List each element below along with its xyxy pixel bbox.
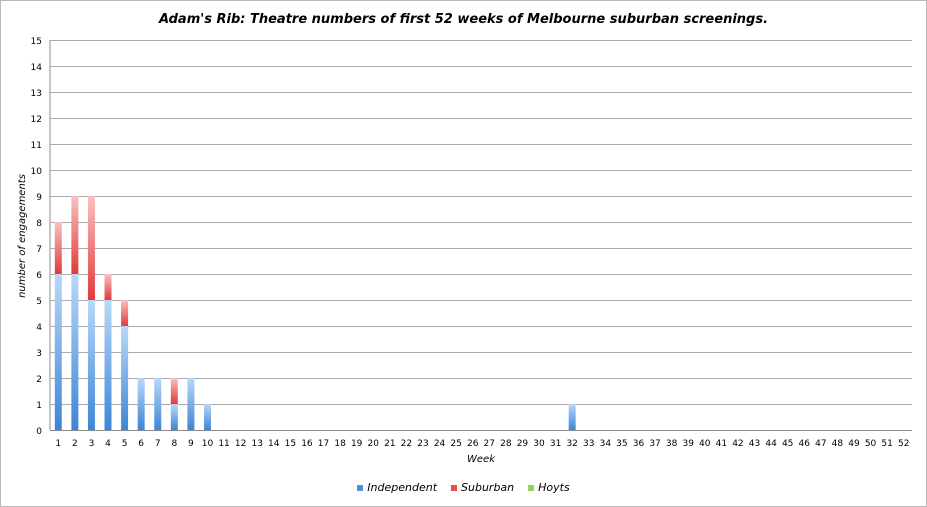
x-tick-label: 16 [301,439,313,449]
x-tick-label: 6 [138,439,144,449]
legend-item-suburban: Suburban [451,481,514,494]
x-tick-label: 21 [384,439,395,449]
bar-independent-week-6 [137,378,145,430]
x-tick-label: 50 [865,439,877,449]
legend-swatch [528,484,535,491]
x-tick-label: 30 [533,439,545,449]
y-tick-label: 9 [36,193,42,203]
x-tick-label: 4 [105,439,111,449]
bar-independent-week-7 [154,378,162,430]
legend-label: Hoyts [538,481,570,494]
bar-independent-week-2 [71,274,79,430]
bar-suburban-week-1 [54,222,62,274]
x-tick-label: 12 [235,439,246,449]
x-tick-label: 25 [450,439,461,449]
x-tick-label: 51 [881,439,892,449]
bar-independent-week-5 [121,326,129,430]
y-tick-label: 14 [31,63,43,73]
legend-swatch [451,484,458,491]
bar-suburban-week-5 [121,300,129,326]
legend-item-independent: Independent [357,481,437,494]
x-tick-label: 40 [699,439,711,449]
x-tick-label: 3 [89,439,95,449]
bar-independent-week-4 [104,300,112,430]
y-tick-label: 13 [31,89,42,99]
x-tick-label: 29 [517,439,529,449]
legend-label: Suburban [461,481,515,494]
y-tick-label: 5 [36,297,42,307]
x-tick-label: 15 [285,439,296,449]
bar-independent-week-32 [568,404,576,430]
x-tick-label: 32 [566,439,577,449]
x-tick-label: 34 [600,439,612,449]
x-tick-label: 47 [815,439,826,449]
x-tick-label: 48 [832,439,844,449]
bar-suburban-week-4 [104,274,112,300]
x-tick-label: 28 [500,439,512,449]
bar-independent-week-9 [187,378,195,430]
y-tick-label: 15 [31,37,42,47]
x-tick-label: 23 [417,439,428,449]
x-tick-label: 24 [434,439,446,449]
y-tick-label: 7 [36,245,42,255]
bar-independent-week-10 [203,404,211,430]
x-tick-label: 27 [484,439,495,449]
y-tick-label: 12 [31,115,42,125]
x-tick-label: 31 [550,439,561,449]
x-tick-label: 5 [122,439,128,449]
x-tick-label: 13 [251,439,262,449]
x-tick-label: 2 [72,439,78,449]
y-tick-label: 8 [36,219,42,229]
y-tick-label: 4 [36,323,42,333]
bar-independent-week-3 [87,300,95,430]
bar-suburban-week-2 [71,196,79,274]
bar-suburban-week-8 [170,378,178,404]
y-tick-label: 11 [31,141,42,151]
y-tick-label: 2 [36,375,42,385]
y-tick-label: 0 [36,427,42,437]
y-tick-label: 1 [36,401,42,411]
y-tick-label: 3 [36,349,42,359]
legend-swatch [357,484,364,491]
chart-legend: Independent Suburban Hoyts [0,481,927,494]
x-tick-label: 1 [55,439,61,449]
bar-independent-week-1 [54,274,62,430]
x-tick-label: 44 [765,439,777,449]
x-tick-label: 36 [633,439,645,449]
x-tick-label: 14 [268,439,280,449]
y-tick-label: 6 [36,271,42,281]
x-tick-label: 39 [682,439,694,449]
x-tick-label: 35 [616,439,627,449]
x-tick-label: 7 [155,439,161,449]
x-tick-label: 43 [749,439,760,449]
x-axis-label: Week [467,454,496,465]
bar-suburban-week-3 [87,196,95,300]
x-tick-label: 19 [351,439,363,449]
y-tick-label: 10 [31,167,43,177]
x-tick-label: 11 [218,439,229,449]
x-tick-label: 41 [716,439,727,449]
x-tick-label: 37 [649,439,660,449]
x-tick-label: 26 [467,439,479,449]
x-tick-label: 10 [202,439,214,449]
x-tick-label: 45 [782,439,793,449]
x-tick-label: 20 [368,439,380,449]
x-tick-label: 17 [318,439,329,449]
x-tick-label: 33 [583,439,594,449]
x-tick-label: 42 [732,439,743,449]
x-tick-label: 38 [666,439,678,449]
x-tick-label: 9 [188,439,194,449]
x-tick-label: 46 [799,439,811,449]
x-tick-label: 49 [848,439,860,449]
x-tick-label: 8 [171,439,177,449]
legend-label: Independent [367,481,438,494]
x-tick-label: 22 [401,439,412,449]
x-tick-label: 52 [898,439,909,449]
chart-title: Adam's Rib: Theatre numbers of first 52 … [158,12,769,27]
y-axis-label: number of engagements [17,174,28,298]
bar-independent-week-8 [170,404,178,430]
legend-item-hoyts: Hoyts [528,481,570,494]
x-tick-label: 18 [334,439,346,449]
